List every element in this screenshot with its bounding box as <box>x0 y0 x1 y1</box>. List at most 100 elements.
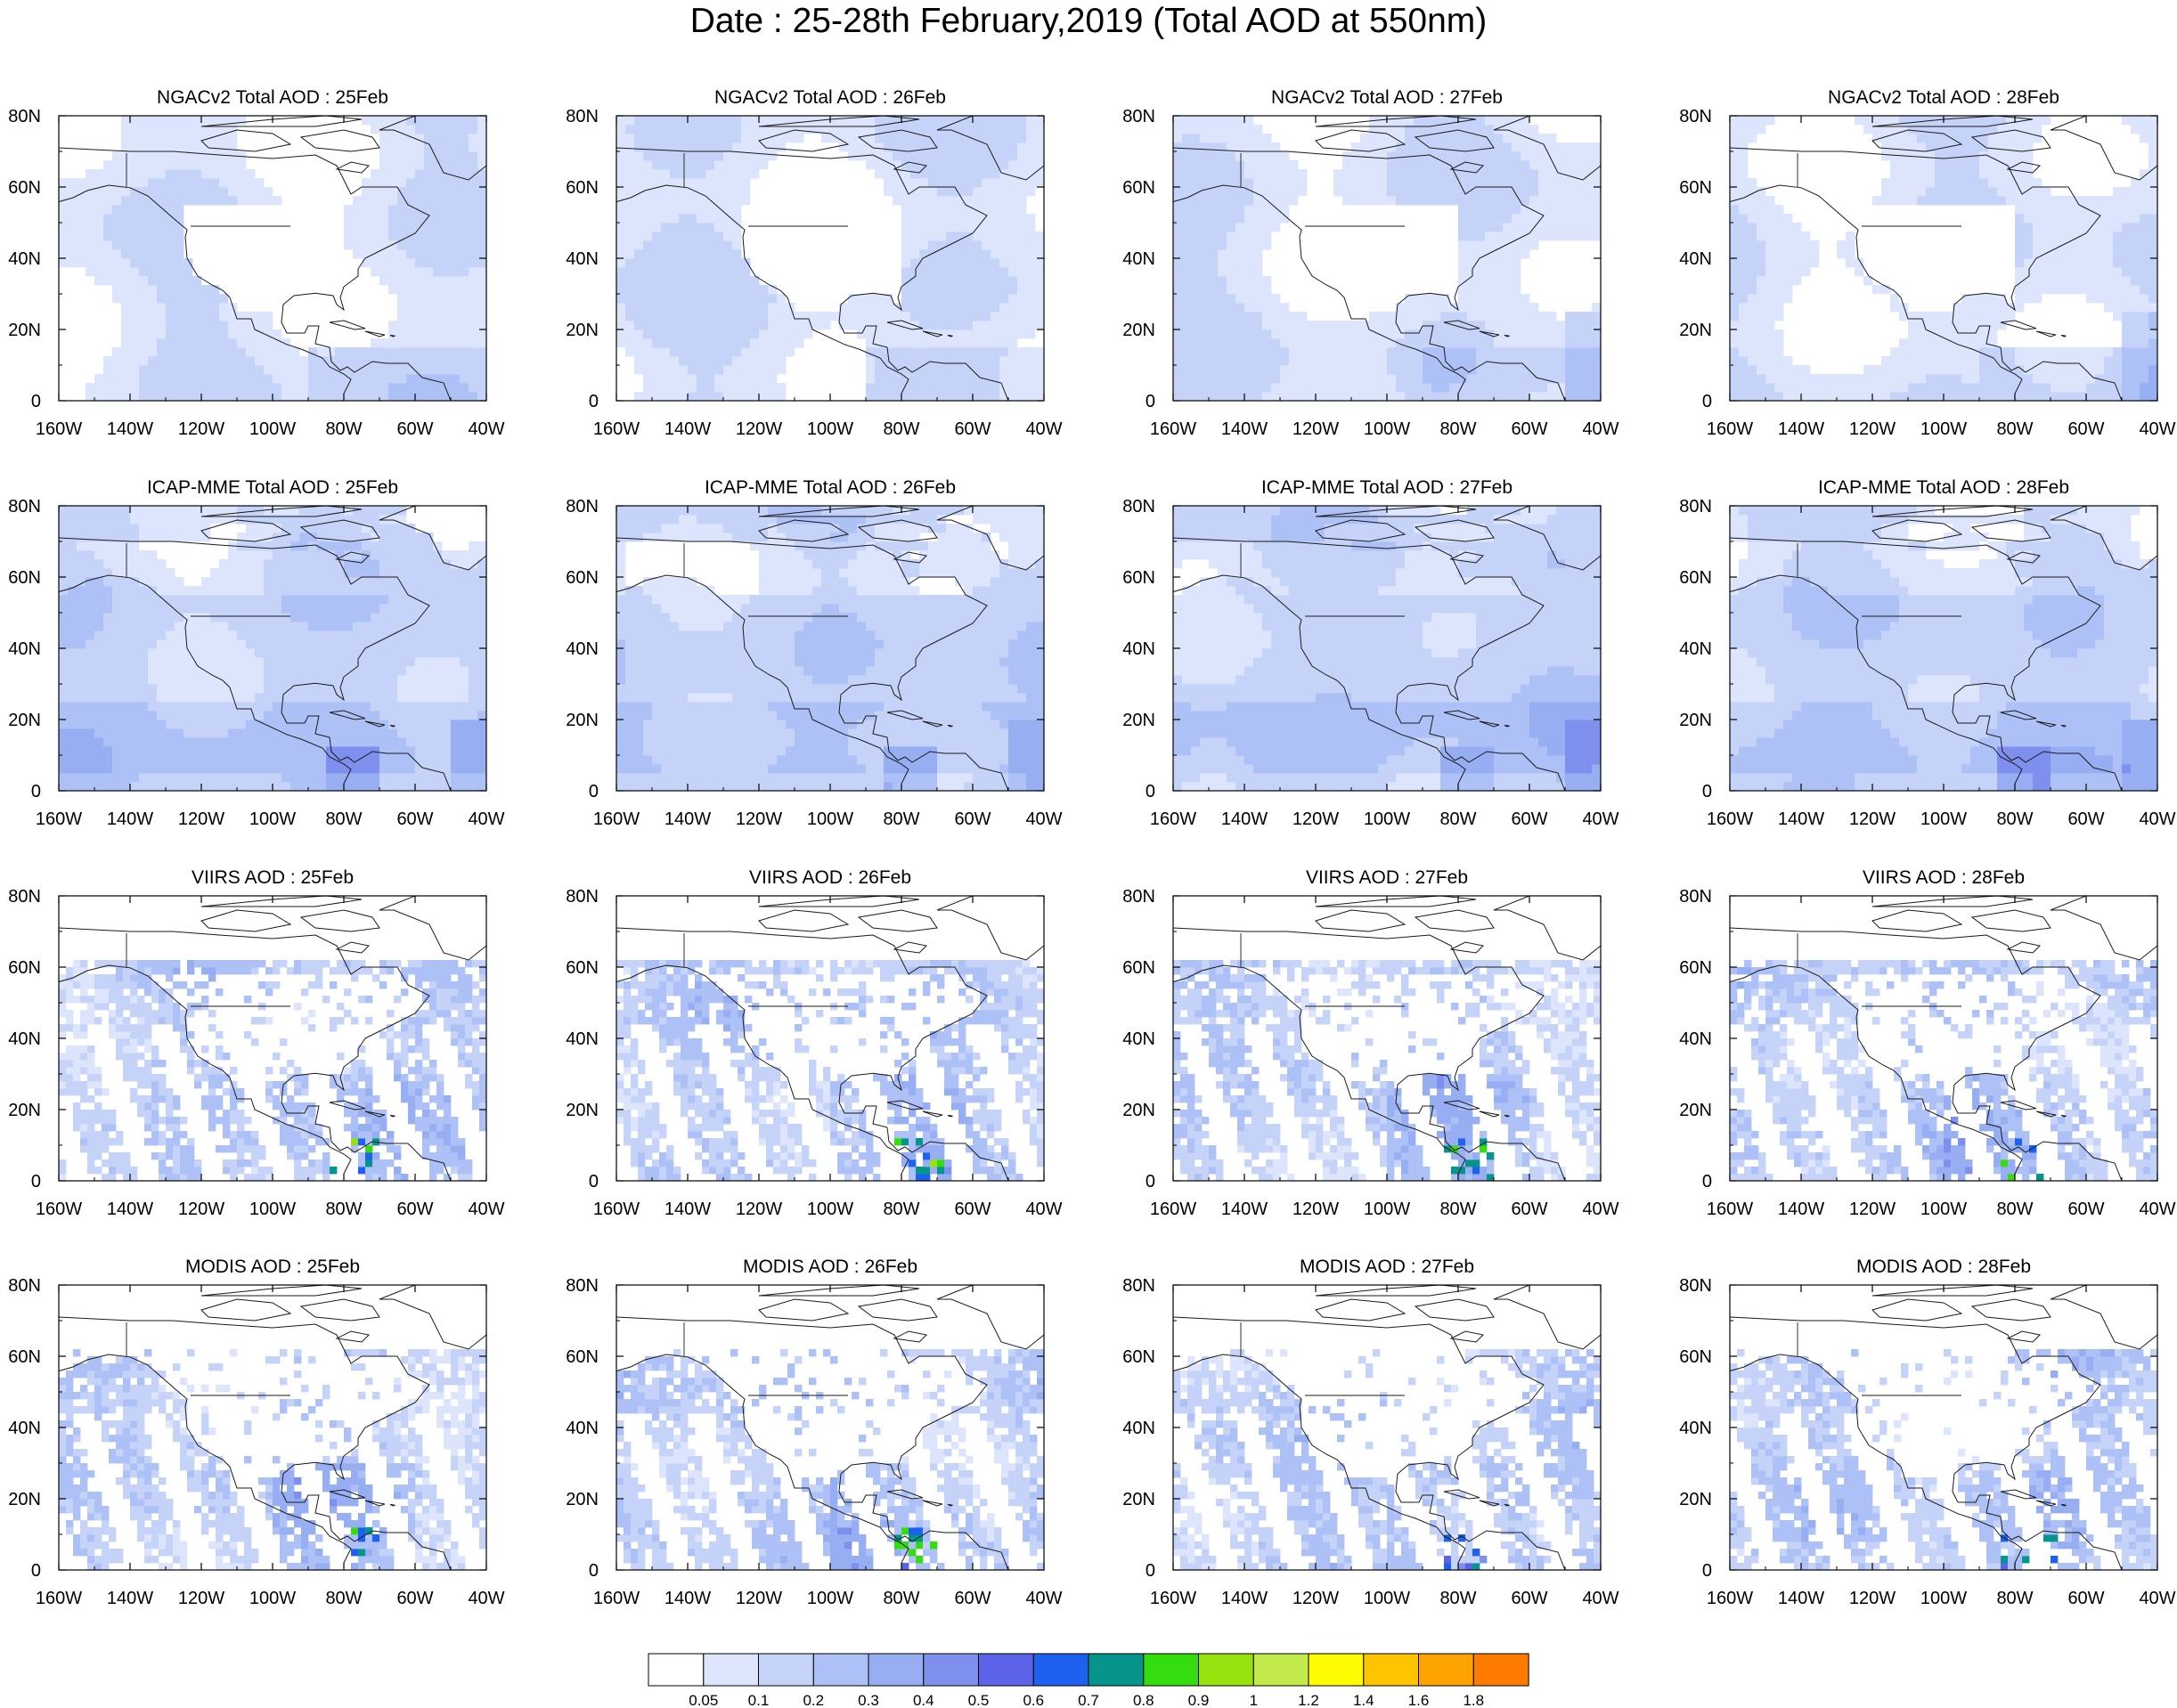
aod-cell <box>1191 365 1201 375</box>
aod-cell <box>2059 223 2069 232</box>
aod-cell <box>139 737 149 747</box>
aod-cell <box>901 178 911 188</box>
aod-cell <box>670 205 680 215</box>
aod-cell <box>2033 392 2042 401</box>
aod-cell <box>1574 338 1584 348</box>
aod-cell <box>228 693 238 703</box>
aod-cell <box>652 383 662 393</box>
aod-cell <box>1017 214 1027 224</box>
aod-cell <box>1935 356 1945 366</box>
panel-title: NGACv2 Total AOD : 28Feb <box>1828 87 2059 108</box>
aod-cell <box>732 232 742 241</box>
aod-cell <box>1953 383 1962 393</box>
aod-cell <box>1262 151 1272 161</box>
aod-cell <box>679 160 689 170</box>
aod-cell <box>433 737 443 747</box>
aod-cell <box>705 232 715 241</box>
aod-cell <box>982 116 991 126</box>
aod-cell <box>786 116 795 126</box>
aod-cell <box>139 329 149 339</box>
aod-cell <box>1449 187 1459 197</box>
aod-cell <box>2131 285 2140 295</box>
aod-cell <box>2122 383 2132 393</box>
aod-cell <box>2131 294 2140 304</box>
aod-cell <box>192 142 202 152</box>
aod-cell <box>1280 329 1290 339</box>
aod-cell <box>919 338 929 348</box>
aod-cell <box>183 125 193 134</box>
aod-cell <box>237 338 247 348</box>
aod-cell <box>308 374 318 384</box>
aod-cell <box>964 285 974 295</box>
aod-cell <box>875 160 885 170</box>
aod-cell <box>442 374 452 384</box>
aod-cell <box>955 267 965 277</box>
aod-cell <box>2059 383 2069 393</box>
aod-cell <box>406 303 416 313</box>
aod-cell <box>1917 383 1927 393</box>
aod-cell <box>2033 276 2042 286</box>
aod-cell <box>175 258 184 268</box>
aod-cell <box>86 187 95 197</box>
aod-cell <box>2068 223 2078 232</box>
aod-cell <box>130 711 140 720</box>
aod-cell <box>424 392 434 401</box>
aod-cell <box>94 267 104 277</box>
aod-cell <box>697 223 706 232</box>
aod-cell <box>1173 383 1183 393</box>
island-outline <box>936 116 1044 181</box>
aod-cell <box>103 773 113 783</box>
aod-cell <box>433 258 443 268</box>
aod-cell <box>1396 347 1406 357</box>
aod-cell <box>839 125 849 134</box>
aod-cell <box>68 728 77 738</box>
aod-cell <box>388 151 398 161</box>
aod-cell <box>1485 187 1495 197</box>
aod-cell <box>1503 116 1512 126</box>
aod-cell <box>1360 374 1370 384</box>
aod-cell <box>1592 347 1601 357</box>
aod-cell <box>741 365 751 375</box>
aod-cell <box>1783 267 1793 277</box>
aod-cell <box>901 392 911 401</box>
aod-cell <box>964 125 974 134</box>
aod-cell <box>388 267 398 277</box>
aod-cell <box>1423 178 1432 188</box>
aod-cell <box>1890 347 1900 357</box>
aod-cell <box>1872 285 1882 295</box>
aod-cell <box>643 187 653 197</box>
aod-cell <box>192 151 202 161</box>
aod-cell <box>982 392 991 401</box>
aod-cell <box>2077 276 2087 286</box>
aod-cell <box>397 160 407 170</box>
aod-cell <box>1449 134 1459 143</box>
aod-cell <box>1565 178 1575 188</box>
aod-cell <box>246 169 256 179</box>
aod-cell <box>616 205 626 215</box>
aod-cell <box>1253 374 1263 384</box>
aod-cell <box>1227 285 1236 295</box>
aod-cell <box>999 240 1009 250</box>
aod-cell <box>928 338 938 348</box>
aod-cell <box>768 365 778 375</box>
aod-cell <box>112 356 122 366</box>
aod-cell <box>2140 374 2149 384</box>
aod-cell <box>1414 365 1423 375</box>
aod-cell <box>246 693 256 703</box>
aod-cell <box>1872 196 1882 206</box>
aod-cell <box>919 258 929 268</box>
aod-cell <box>893 392 902 401</box>
aod-cell <box>183 773 193 783</box>
aod-cell <box>451 285 461 295</box>
aod-cell <box>1387 160 1397 170</box>
aod-cell <box>86 205 95 215</box>
aod-cell <box>379 693 389 703</box>
aod-cell <box>777 142 787 152</box>
aod-cell <box>732 116 742 126</box>
aod-cell <box>210 383 220 393</box>
aod-cell <box>1173 374 1183 384</box>
aod-cell <box>964 312 974 321</box>
aod-cell <box>1200 258 1210 268</box>
aod-cell <box>1748 187 1757 197</box>
aod-cell <box>1774 285 1784 295</box>
